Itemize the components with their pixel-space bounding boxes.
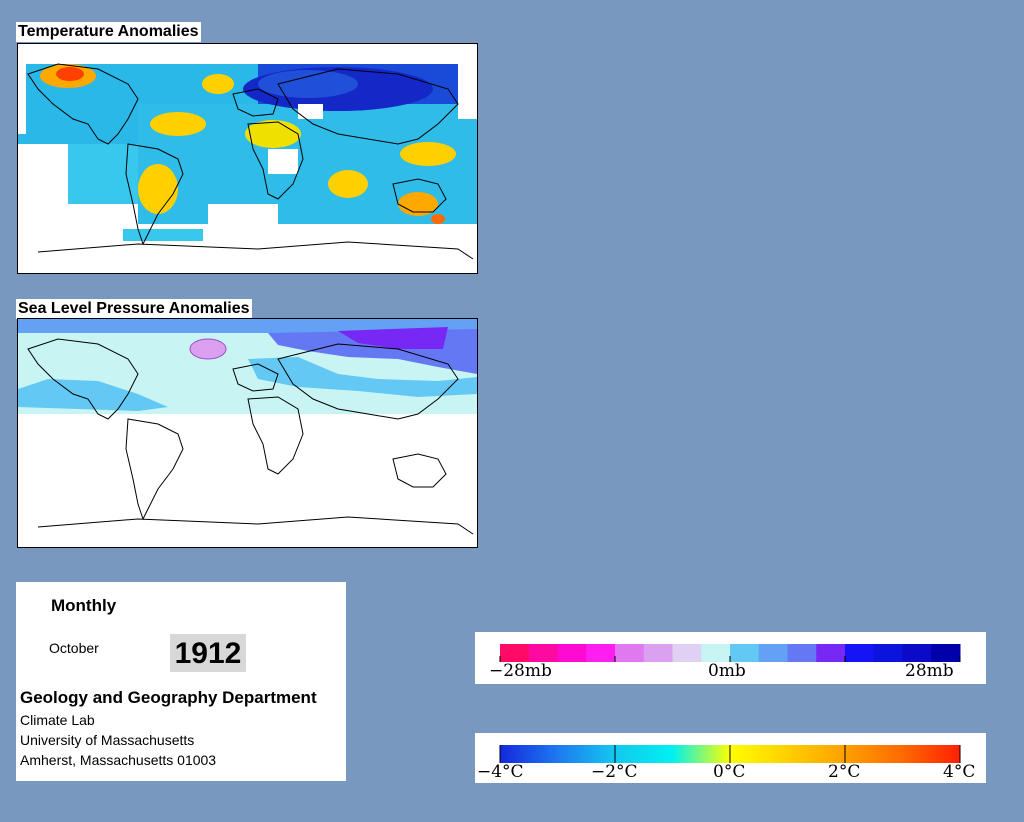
pressure-legend-swatch (643, 644, 673, 662)
temperature-color-bar (499, 745, 961, 763)
pressure-legend-swatch (528, 644, 558, 662)
pressure-map (17, 318, 478, 548)
pressure-coastlines (27, 338, 474, 535)
temperature-tick-neg4: −4°C (477, 762, 524, 782)
pressure-tick-zero: 0mb (708, 661, 746, 681)
pressure-legend-swatch (845, 644, 875, 662)
department-name: Geology and Geography Department (20, 688, 317, 707)
temperature-legend: −4°C −2°C 0°C 2°C 4°C (475, 733, 986, 783)
temperature-tick-pos4: 4°C (943, 762, 976, 782)
pressure-tick-max: 28mb (905, 661, 954, 681)
pressure-legend-swatch (586, 644, 616, 662)
temperature-coastlines (27, 63, 474, 260)
temperature-map (17, 43, 478, 274)
temperature-anomaly-field (18, 44, 477, 273)
temperature-map-canvas (18, 44, 477, 273)
temperature-tick-pos2: 2°C (828, 762, 861, 782)
pressure-legend-swatch (672, 644, 702, 662)
pressure-legend-swatch (701, 644, 731, 662)
info-panel: Monthly October 1912 Geology and Geograp… (16, 582, 346, 781)
pressure-legend: −28mb 0mb 28mb (475, 632, 986, 684)
year-label: 1912 (170, 634, 246, 672)
temperature-map-title: Temperature Anomalies (16, 22, 201, 42)
pressure-legend-swatch (931, 644, 961, 662)
pressure-map-title: Sea Level Pressure Anomalies (16, 299, 252, 319)
pressure-legend-swatch (730, 644, 760, 662)
lab-name: Climate Lab (20, 712, 95, 728)
temperature-tick-zero: 0°C (713, 762, 746, 782)
pressure-legend-swatch (758, 644, 788, 662)
pressure-legend-swatch (615, 644, 645, 662)
pressure-tick-min: −28mb (489, 661, 552, 681)
period-label: Monthly (51, 596, 117, 615)
month-label: October (49, 640, 99, 656)
address-line: Amherst, Massachusetts 01003 (20, 752, 217, 768)
pressure-legend-swatch (816, 644, 846, 662)
university-name: University of Massachusetts (20, 732, 195, 748)
pressure-legend-swatch (557, 644, 587, 662)
pressure-color-bar (499, 644, 961, 662)
temperature-tick-neg2: −2°C (591, 762, 638, 782)
pressure-legend-swatch (500, 644, 530, 662)
pressure-map-canvas (18, 319, 477, 535)
pressure-legend-swatch (787, 644, 817, 662)
pressure-legend-swatch (873, 644, 903, 662)
pressure-legend-swatch (902, 644, 932, 662)
pressure-anomaly-field (18, 319, 477, 414)
